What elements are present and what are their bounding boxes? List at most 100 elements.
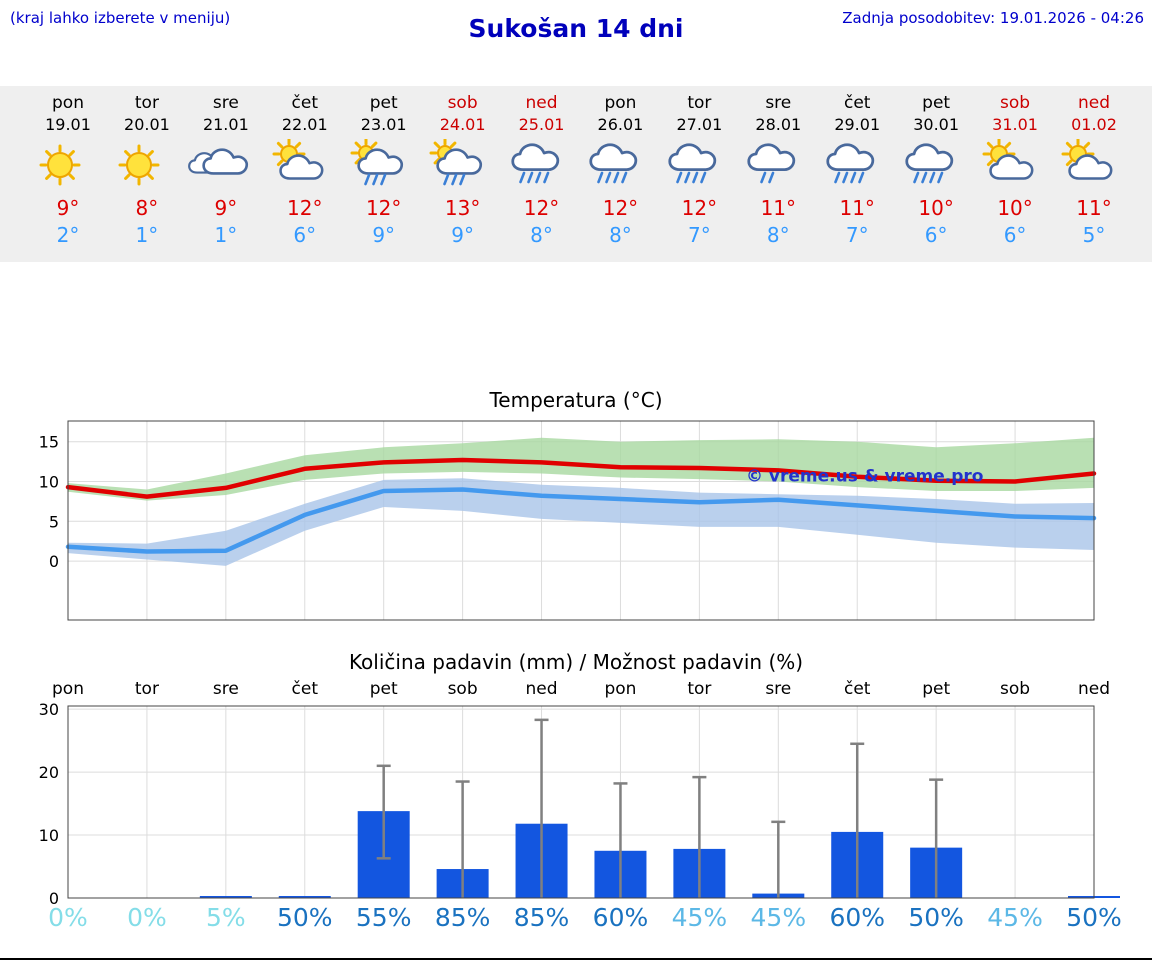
temp-ytick: 0 — [49, 552, 59, 571]
forecast-day-4: čet 22.01 12° 6° — [265, 93, 345, 249]
sunny-icon — [118, 144, 160, 186]
low-temp: 6° — [1003, 223, 1027, 247]
precip-probability: 55% — [356, 903, 412, 932]
day-name: pon — [52, 93, 84, 113]
day-name: pet — [369, 93, 398, 113]
precip-ytick: 0 — [49, 889, 59, 908]
weather-icon-wrap — [580, 139, 660, 193]
high-temp: 12° — [523, 196, 560, 220]
high-temp: 9° — [214, 196, 238, 220]
weather-icon-wrap — [344, 139, 424, 193]
precipitation-chart-title: Količina padavin (mm) / Možnost padavin … — [348, 650, 804, 674]
precip-day-label: pon — [604, 679, 636, 699]
high-temp: 10° — [918, 196, 954, 220]
forecast-day-1: pon 19.01 9° 2° — [28, 93, 108, 249]
day-date: 24.01 — [439, 115, 486, 134]
rain-icon — [826, 143, 875, 184]
low-temp: 8° — [609, 223, 632, 247]
plot-border — [67, 420, 1095, 621]
forecast-day-7: ned 25.01 12° 8° — [502, 93, 582, 249]
precip-ytick: 20 — [39, 763, 59, 782]
high-temp: 11° — [760, 196, 797, 220]
high-temp: 12° — [681, 196, 718, 220]
low-temp: 7° — [845, 223, 869, 247]
precip-day-label: čet — [844, 679, 871, 699]
day-name: čet — [843, 93, 871, 113]
forecast-day-14: ned 01.02 11° 5° — [1054, 93, 1134, 249]
high-temp: 13° — [444, 196, 481, 220]
precip-day-label: pet — [370, 679, 398, 699]
rain_sun-icon — [429, 139, 482, 186]
rain-icon — [905, 143, 954, 184]
precip-day-label: sob — [1000, 679, 1030, 699]
day-name: sob — [447, 93, 478, 113]
rain_sun-icon — [350, 139, 403, 186]
forecast-day-12: pet 30.01 10° 6° — [896, 93, 976, 249]
weather-icon-wrap — [817, 139, 897, 193]
partly-icon — [272, 139, 324, 180]
low-temp: 6° — [924, 223, 948, 247]
forecast-day-3: sre 21.01 9° 1° — [186, 93, 266, 249]
forecast-day-2: tor 20.01 8° 1° — [107, 93, 187, 249]
low-temp: 1° — [214, 223, 238, 247]
day-date: 31.01 — [992, 115, 1038, 134]
low-temp: 7° — [688, 223, 711, 247]
precip-day-label: ned — [1078, 679, 1110, 699]
day-date: 28.01 — [755, 115, 802, 134]
temperature-chart-title: Temperatura (°C) — [489, 388, 663, 412]
day-name: ned — [1077, 93, 1111, 113]
precip-day-label: pet — [922, 679, 950, 699]
day-date: 27.01 — [676, 115, 723, 134]
low-temp: 8° — [530, 223, 553, 247]
weather-icon-wrap — [659, 139, 739, 193]
low-temp: 9° — [451, 223, 474, 247]
precip-day-label: sre — [213, 679, 239, 699]
day-name: sre — [765, 93, 792, 113]
partly-icon — [982, 139, 1034, 180]
high-temp: 12° — [602, 196, 639, 220]
day-date: 23.01 — [360, 115, 407, 134]
precip-probability: 50% — [277, 903, 333, 932]
precip-day-label: čet — [292, 679, 319, 699]
day-name: pon — [604, 93, 637, 113]
low-temp: 2° — [56, 223, 80, 247]
light_rain-icon — [747, 143, 796, 184]
temp-min-line — [65, 487, 1097, 554]
precip-day-label: tor — [135, 679, 159, 699]
weather-icon-wrap — [975, 139, 1055, 193]
day-name: tor — [687, 93, 712, 113]
day-name: sob — [1000, 93, 1031, 113]
day-date: 21.01 — [202, 115, 249, 134]
day-date: 19.01 — [45, 115, 91, 134]
precip-probability: 45% — [751, 903, 807, 932]
temp-ytick: 10 — [39, 472, 59, 491]
day-date: 30.01 — [913, 115, 960, 134]
day-date: 26.01 — [597, 115, 644, 134]
day-date: 20.01 — [124, 115, 170, 134]
weather-icon-wrap — [186, 139, 266, 193]
weather-icon-wrap — [265, 139, 345, 193]
precip-probability: 60% — [829, 903, 885, 932]
rain-icon — [510, 143, 559, 184]
weather-icon-wrap — [28, 139, 108, 193]
footer-divider — [0, 958, 1152, 960]
cloudy-icon — [187, 148, 248, 175]
precip-day-label: sre — [765, 679, 791, 699]
partly-icon — [1061, 139, 1113, 180]
high-temp: 11° — [1076, 196, 1112, 220]
day-name: čet — [291, 93, 318, 113]
precipitation-chart: pon tor sre čet pet sob ned pon tor sre čet pet sob n… — [39, 679, 1122, 932]
temp-ytick: 15 — [39, 433, 59, 452]
watermark-link[interactable]: © vreme.us & vreme.pro — [746, 466, 983, 486]
sunny-icon — [39, 144, 81, 186]
weather-icon-wrap — [107, 139, 187, 193]
forecast-strip: pon 19.01 9° 2° tor 20.01 8° 1° sre 21.01 9° 1° čet 2… — [0, 86, 1152, 262]
day-name: pet — [922, 93, 951, 113]
precip-probability: 60% — [593, 903, 649, 932]
forecast-day-13: sob 31.01 10° 6° — [975, 93, 1055, 249]
forecast-day-8: pon 26.01 12° 8° — [580, 93, 660, 249]
forecast-day-5: pet 23.01 12° 9° — [344, 93, 424, 249]
day-name: tor — [134, 93, 159, 113]
forecast-day-10: sre 28.01 11° 8° — [738, 93, 818, 249]
precip-probability: 50% — [1066, 903, 1122, 932]
